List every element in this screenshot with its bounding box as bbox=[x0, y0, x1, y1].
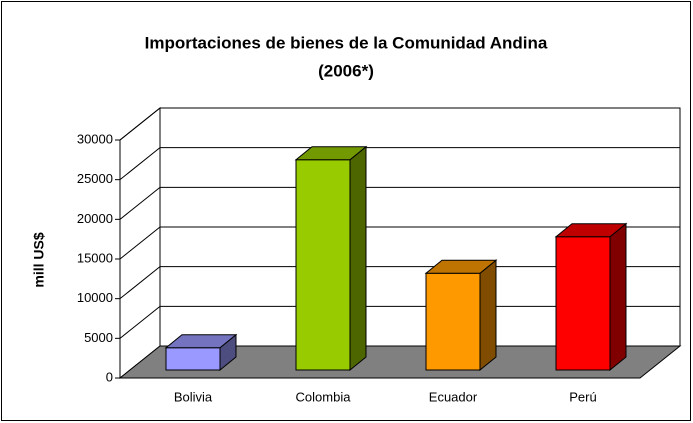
x-tick-label: Colombia bbox=[296, 389, 352, 404]
bar-front bbox=[165, 347, 221, 371]
grid-line bbox=[119, 266, 680, 300]
bar bbox=[164, 333, 238, 372]
floor bbox=[118, 345, 682, 379]
grid-line bbox=[119, 305, 680, 339]
bar-front bbox=[295, 159, 351, 371]
bar bbox=[424, 259, 498, 372]
grid-line bbox=[119, 186, 680, 220]
y-tick-label: 10000 bbox=[77, 290, 113, 305]
bar-front bbox=[425, 272, 481, 371]
x-tick-label: Bolivia bbox=[174, 389, 213, 404]
bar-top bbox=[294, 146, 368, 161]
y-tick-label: 25000 bbox=[77, 171, 113, 186]
bar bbox=[294, 145, 368, 372]
bar-side bbox=[349, 145, 367, 372]
grid-line bbox=[119, 147, 680, 181]
bar-top bbox=[424, 259, 498, 274]
y-tick-label: 30000 bbox=[77, 131, 113, 146]
bar bbox=[554, 222, 628, 372]
bar-top bbox=[164, 334, 238, 349]
y-axis-label: mill US$ bbox=[31, 232, 47, 287]
chart-title: Importaciones de bienes de la Comunidad … bbox=[145, 33, 548, 52]
bar-front bbox=[555, 236, 611, 371]
grid-line bbox=[119, 107, 680, 141]
bar-top bbox=[554, 223, 628, 238]
y-tick-label: 15000 bbox=[77, 250, 113, 265]
chart-subtitle: (2006*) bbox=[318, 61, 374, 80]
y-tick-label: 0 bbox=[106, 369, 113, 384]
y-tick-label: 20000 bbox=[77, 211, 113, 226]
bar-side bbox=[609, 222, 627, 372]
x-tick-label: Ecuador bbox=[429, 389, 478, 404]
x-tick-label: Perú bbox=[569, 389, 596, 404]
bar-side bbox=[479, 259, 497, 372]
y-tick-label: 5000 bbox=[84, 330, 113, 345]
grid-line bbox=[119, 226, 680, 260]
